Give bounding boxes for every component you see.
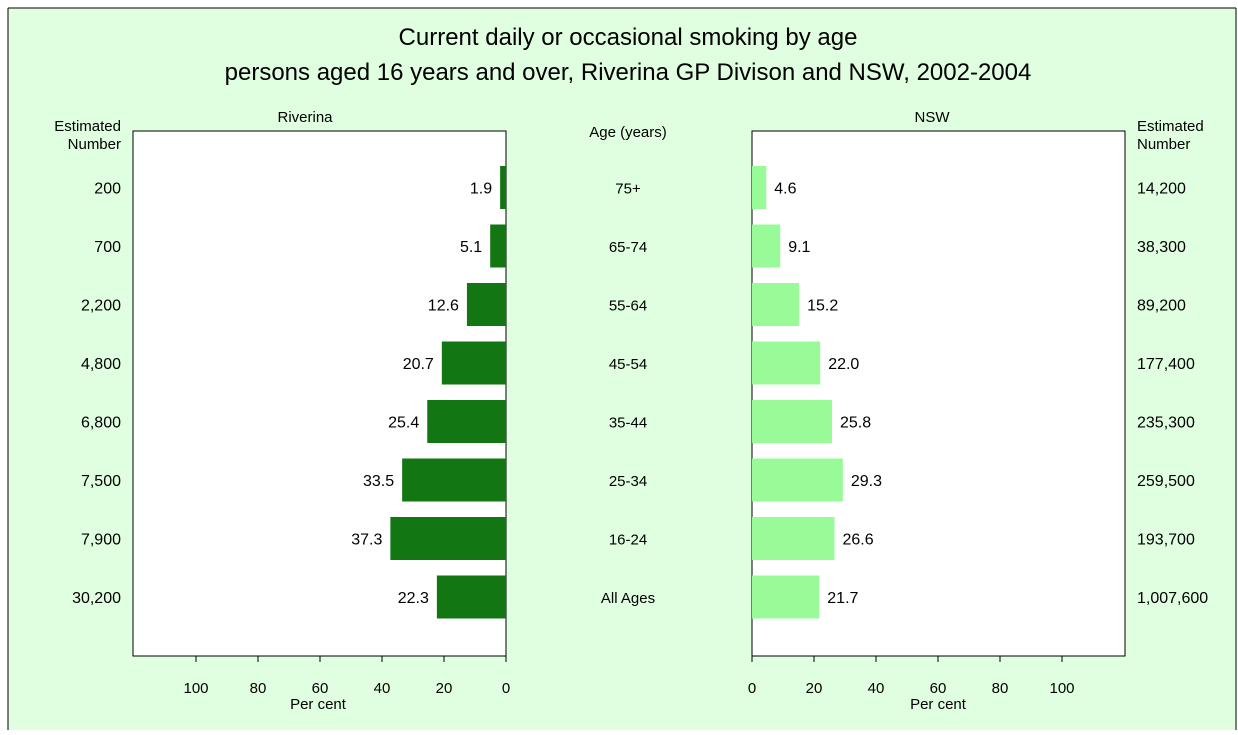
riverina-x-axis-title: Per cent (290, 696, 347, 713)
riverina-bar-35-44 (427, 400, 506, 443)
riverina-value-label-16-24: 37.3 (351, 532, 382, 549)
nsw-x-tick-label-40: 40 (868, 680, 885, 697)
nsw-bar-75+ (752, 166, 767, 209)
chart-title-line-2: persons aged 16 years and over, Riverina… (225, 59, 1032, 86)
riverina-x-tick-label-0: 0 (502, 680, 510, 697)
riverina-bar-All Ages (436, 575, 506, 619)
nsw-value-label-35-44: 25.8 (840, 415, 871, 432)
nsw-estimated-number-16-24: 193,700 (1137, 532, 1195, 549)
age-category-label-All Ages: All Ages (601, 590, 655, 607)
nsw-estimated-number-55-64: 89,200 (1137, 298, 1186, 315)
estimated-number-header-right-line-1: Estimated (1137, 118, 1204, 135)
nsw-x-axis-title: Per cent (910, 696, 967, 713)
age-category-label-16-24: 16-24 (609, 532, 647, 549)
nsw-x-tick-label-20: 20 (806, 680, 823, 697)
riverina-value-label-35-44: 25.4 (388, 415, 419, 432)
nsw-x-tick-label-0: 0 (748, 680, 756, 697)
nsw-bar-35-44 (752, 400, 832, 443)
nsw-value-label-75+: 4.6 (774, 181, 796, 198)
nsw-estimated-number-35-44: 235,300 (1137, 415, 1195, 432)
riverina-estimated-number-55-64: 2,200 (81, 298, 121, 315)
riverina-value-label-75+: 1.9 (470, 181, 492, 198)
riverina-value-label-55-64: 12.6 (428, 298, 459, 315)
riverina-plot-area (132, 130, 507, 657)
nsw-estimated-number-45-54: 177,400 (1137, 356, 1195, 373)
nsw-value-label-65-74: 9.1 (788, 239, 810, 256)
riverina-value-label-All Ages: 22.3 (398, 590, 429, 607)
nsw-value-label-55-64: 15.2 (807, 298, 838, 315)
nsw-plot-area (751, 130, 1126, 657)
riverina-bar-55-64 (466, 283, 506, 326)
riverina-estimated-number-35-44: 6,800 (81, 415, 121, 432)
riverina-x-tick-label-100: 100 (183, 680, 208, 697)
riverina-value-label-25-34: 33.5 (363, 473, 394, 490)
estimated-number-header-left-line-2: Number (68, 136, 121, 153)
riverina-estimated-number-75+: 200 (94, 181, 121, 198)
riverina-x-tick-label-60: 60 (312, 680, 329, 697)
nsw-estimated-number-25-34: 259,500 (1137, 473, 1195, 490)
riverina-bar-16-24 (390, 517, 506, 560)
estimated-number-header-right-line-2: Number (1137, 136, 1190, 153)
nsw-bar-65-74 (752, 224, 781, 268)
riverina-x-tick-label-40: 40 (374, 680, 391, 697)
age-category-label-25-34: 25-34 (609, 473, 647, 490)
riverina-x-tick-label-80: 80 (250, 680, 267, 697)
riverina-estimated-number-All Ages: 30,200 (72, 590, 121, 607)
nsw-x-tick-label-100: 100 (1049, 680, 1074, 697)
riverina-value-label-45-54: 20.7 (403, 356, 434, 373)
riverina-bar-65-74 (490, 224, 506, 268)
nsw-value-label-All Ages: 21.7 (827, 590, 858, 607)
riverina-bar-75+ (500, 166, 506, 209)
age-category-label-55-64: 55-64 (609, 298, 647, 315)
riverina-estimated-number-45-54: 4,800 (81, 356, 121, 373)
nsw-estimated-number-All Ages: 1,007,600 (1137, 590, 1208, 607)
age-category-label-35-44: 35-44 (609, 415, 647, 432)
riverina-estimated-number-25-34: 7,500 (81, 473, 121, 490)
nsw-estimated-number-75+: 14,200 (1137, 181, 1186, 198)
nsw-bar-25-34 (752, 458, 843, 502)
nsw-bar-16-24 (752, 517, 835, 560)
riverina-x-tick-label-20: 20 (436, 680, 453, 697)
nsw-x-tick-label-60: 60 (930, 680, 947, 697)
nsw-bar-All Ages (752, 575, 820, 619)
nsw-value-label-16-24: 26.6 (842, 532, 873, 549)
age-axis-label: Age (years) (589, 124, 667, 141)
age-category-label-75+: 75+ (615, 181, 641, 198)
riverina-value-label-65-74: 5.1 (460, 239, 482, 256)
chart-title-line-1: Current daily or occasional smoking by a… (399, 24, 858, 51)
riverina-bar-45-54 (441, 341, 506, 385)
estimated-number-header-left-line-1: Estimated (54, 118, 121, 135)
nsw-panel-label: NSW (915, 109, 951, 126)
riverina-estimated-number-65-74: 700 (94, 239, 121, 256)
riverina-bar-25-34 (402, 458, 506, 502)
nsw-value-label-45-54: 22.0 (828, 356, 859, 373)
age-category-label-65-74: 65-74 (609, 239, 647, 256)
riverina-estimated-number-16-24: 7,900 (81, 532, 121, 549)
age-category-label-45-54: 45-54 (609, 356, 647, 373)
nsw-value-label-25-34: 29.3 (851, 473, 882, 490)
nsw-bar-55-64 (752, 283, 800, 326)
nsw-estimated-number-65-74: 38,300 (1137, 239, 1186, 256)
nsw-bar-45-54 (752, 341, 821, 385)
nsw-x-tick-label-80: 80 (992, 680, 1009, 697)
riverina-panel-label: Riverina (277, 109, 333, 126)
